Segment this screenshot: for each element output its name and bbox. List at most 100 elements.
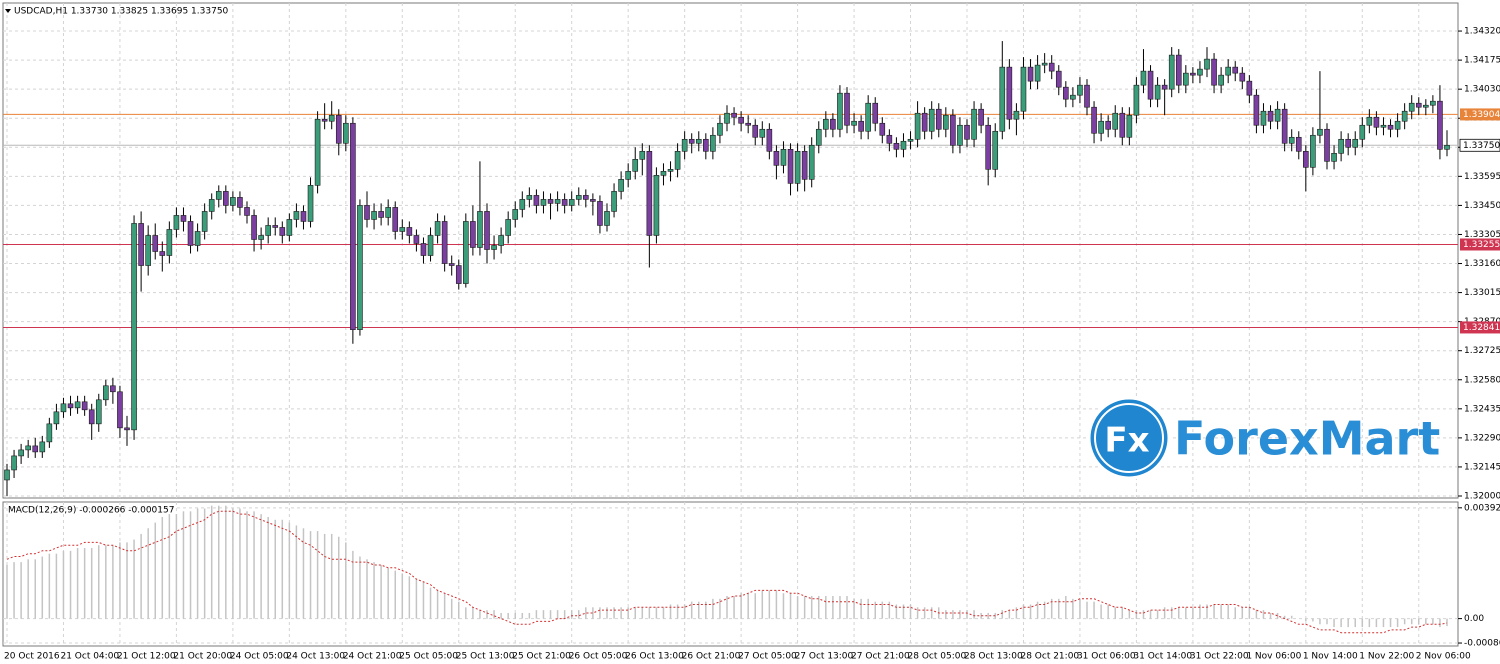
candle-body <box>1380 124 1387 128</box>
candle-body <box>935 108 942 130</box>
x-tick-label: 26 Oct 21:00 <box>682 652 741 662</box>
candle-body <box>455 265 462 284</box>
level-label: 1.33255 <box>1463 240 1500 250</box>
y-tick-label: 1.32000 <box>1464 491 1500 501</box>
y-tick-label: 0.003924 <box>1464 503 1500 513</box>
candle-body <box>1239 72 1246 82</box>
panel-frame <box>2 501 1459 647</box>
candle-body <box>950 114 956 146</box>
candle-body <box>540 199 547 206</box>
candle-body <box>1225 66 1231 76</box>
candle-body <box>1211 58 1217 86</box>
candle-body <box>307 185 314 222</box>
candle-body <box>32 445 39 453</box>
candle-body <box>166 229 173 256</box>
candle-body <box>251 215 257 240</box>
x-tick-label: 1 Nov 06:00 <box>1246 652 1301 662</box>
candle-body <box>25 445 31 451</box>
x-tick-label: 26 Oct 05:00 <box>569 652 628 662</box>
candle-body <box>343 122 349 144</box>
candle-body <box>1444 144 1450 150</box>
candle-body <box>1331 153 1337 162</box>
x-tick-label: 31 Oct 14:00 <box>1133 652 1192 662</box>
candle-body <box>1020 66 1027 112</box>
x-tick-label: 27 Oct 21:00 <box>851 652 910 662</box>
candle-body <box>413 235 420 244</box>
candle-body <box>1063 86 1069 100</box>
candle-body <box>505 219 511 236</box>
candle-body <box>1260 110 1267 126</box>
candle-body <box>703 138 709 152</box>
candle-body <box>632 159 639 172</box>
candle-body <box>103 385 109 401</box>
candle-body <box>385 207 391 218</box>
candle-body <box>293 211 300 220</box>
candle-body <box>787 148 794 184</box>
candle-body <box>208 199 215 212</box>
candle-body <box>1423 104 1429 108</box>
candle-body <box>230 197 236 206</box>
candle-body <box>272 225 279 228</box>
candle-body <box>900 140 907 150</box>
x-tick-label: 25 Oct 13:00 <box>456 652 515 662</box>
x-tick-label: 27 Oct 13:00 <box>795 652 854 662</box>
candle-body <box>681 138 688 152</box>
candle-body <box>731 112 737 118</box>
candle-body <box>1324 128 1330 162</box>
candle-body <box>710 134 716 152</box>
candle-body <box>357 205 363 330</box>
candle-body <box>328 114 335 122</box>
candle-body <box>392 207 399 232</box>
candle-body <box>1204 58 1210 70</box>
candle-body <box>604 211 610 226</box>
y-tick-label: 1.34030 <box>1464 85 1500 95</box>
level-label: 1.32841 <box>1463 323 1500 333</box>
candle-body <box>110 385 116 393</box>
candle-body <box>1041 62 1048 66</box>
candle-body <box>173 215 180 230</box>
candle-body <box>11 455 17 471</box>
y-tick-label: 1.34320 <box>1464 27 1500 37</box>
candle-body <box>350 122 356 330</box>
candle-body <box>1175 54 1182 86</box>
candle-body <box>851 120 857 126</box>
candle-body <box>67 403 74 409</box>
candle-body <box>992 130 999 170</box>
candle-body <box>434 221 441 236</box>
indicator-title: MACD(12,26,9) -0.000266 -0.000157 <box>8 506 174 516</box>
candle-body <box>1119 112 1126 138</box>
candle-body <box>201 211 208 232</box>
x-tick-label: 24 Oct 21:00 <box>343 652 402 662</box>
candle-body <box>463 221 469 284</box>
candle-body <box>646 150 653 236</box>
candle-body <box>590 199 596 202</box>
candle-body <box>371 211 377 220</box>
y-tick-label: 1.33305 <box>1464 230 1500 240</box>
candle-body <box>95 399 102 425</box>
candle-body <box>554 199 561 204</box>
candle-body <box>921 112 928 132</box>
candle-body <box>1133 84 1140 116</box>
y-tick-label: 1.33595 <box>1464 172 1500 182</box>
bid-label: 1.33750 <box>1463 141 1500 151</box>
level-label-box <box>1460 108 1500 121</box>
candle-body <box>780 148 787 166</box>
candle-body <box>794 150 801 184</box>
candle-body <box>893 142 900 150</box>
signal-line <box>6 510 1448 634</box>
watermark-icon <box>1087 396 1171 480</box>
candle-body <box>865 102 871 132</box>
candle-body <box>519 199 526 210</box>
candle-body <box>1154 84 1161 100</box>
candle-body <box>152 235 159 252</box>
candle-body <box>1013 110 1020 120</box>
candle-body <box>364 205 370 220</box>
y-tick-label: 1.32580 <box>1464 375 1500 385</box>
candle-body <box>660 171 667 176</box>
candle-body <box>1401 110 1408 122</box>
candle-body <box>1070 94 1076 100</box>
candle-body <box>1006 66 1013 120</box>
candle-body <box>611 191 617 212</box>
x-tick-label: 1 Nov 14:00 <box>1303 652 1358 662</box>
